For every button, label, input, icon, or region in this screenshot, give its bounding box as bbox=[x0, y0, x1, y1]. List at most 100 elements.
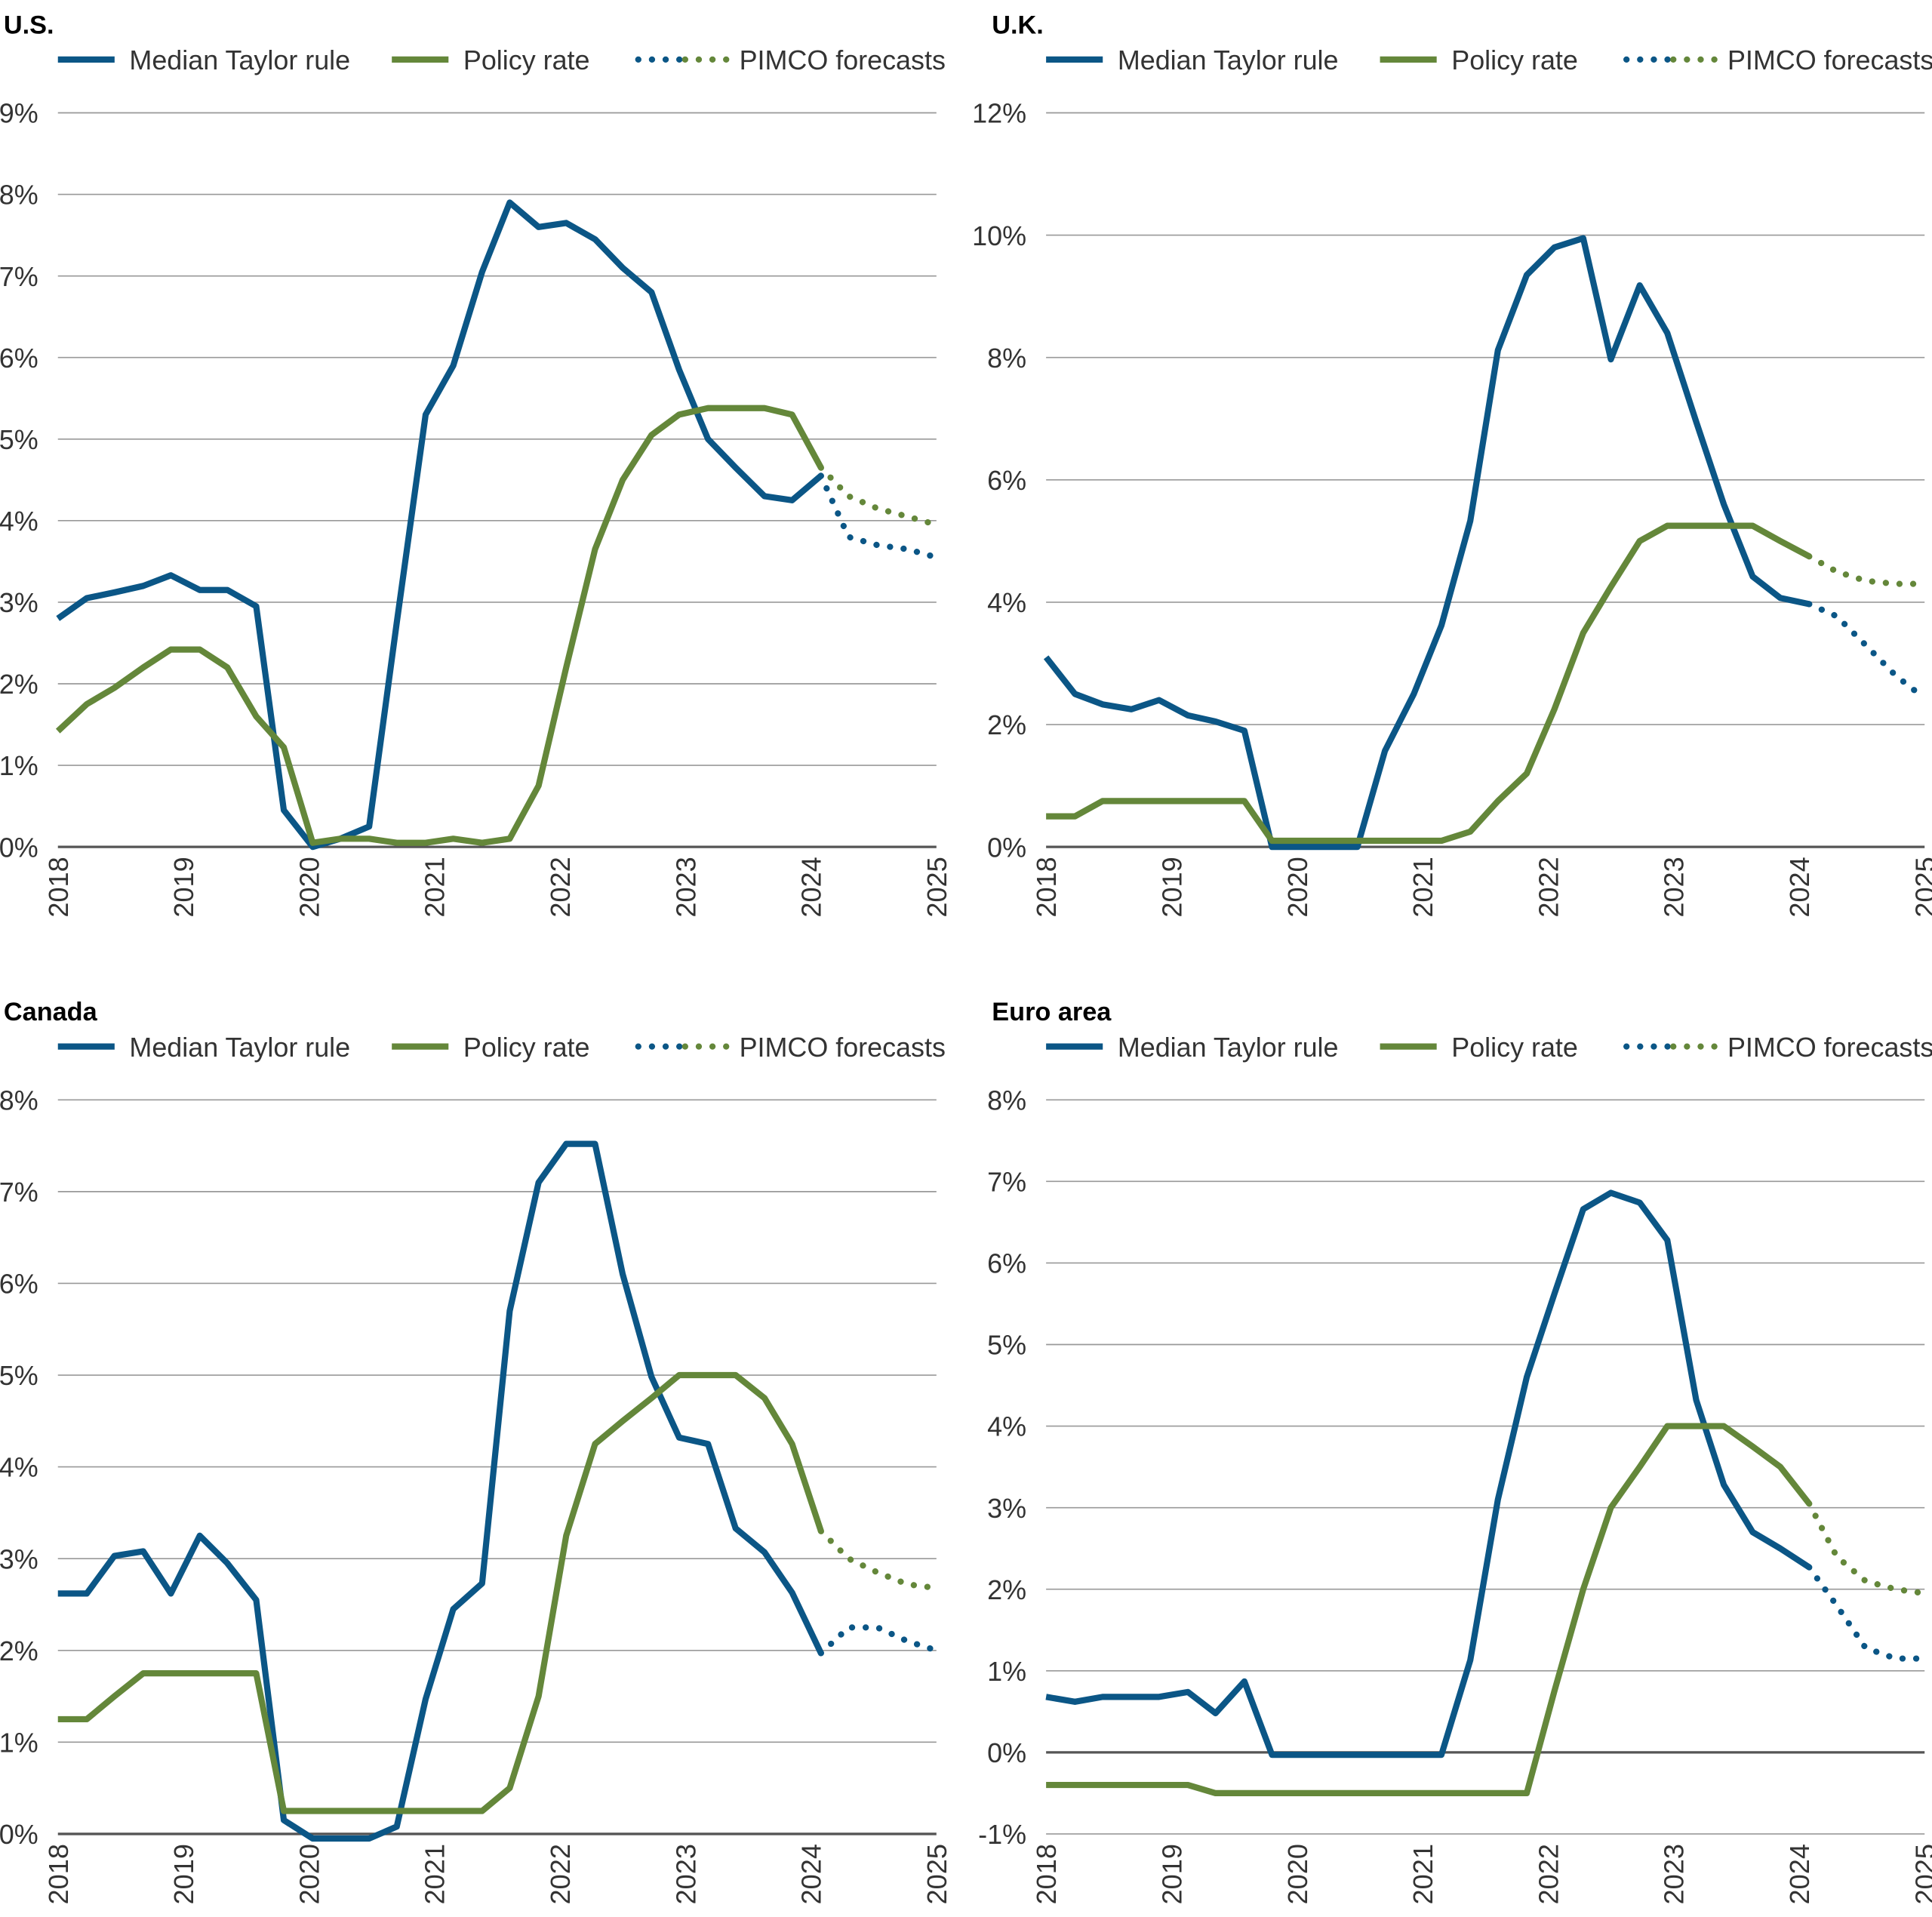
y-tick-label: 12% bbox=[972, 98, 1026, 129]
x-tick-label: 2018 bbox=[1031, 1844, 1062, 1904]
x-tick-label: 2020 bbox=[1282, 1844, 1313, 1904]
y-tick-label: -1% bbox=[978, 1819, 1026, 1850]
x-tick-label: 2023 bbox=[670, 857, 701, 917]
y-tick-label: 7% bbox=[0, 1177, 38, 1208]
x-tick-label: 2019 bbox=[168, 857, 199, 917]
series-line bbox=[1046, 1423, 1812, 1796]
y-tick-label: 1% bbox=[0, 1727, 38, 1758]
x-tick-label: 2024 bbox=[796, 1844, 827, 1904]
x-tick-label: 2019 bbox=[168, 1844, 199, 1904]
x-tick-label: 2018 bbox=[43, 857, 74, 917]
y-tick-label: 4% bbox=[987, 587, 1026, 618]
x-tick-label: 2022 bbox=[1533, 857, 1564, 917]
x-tick-label: 2022 bbox=[545, 857, 576, 917]
y-tick-label: 6% bbox=[0, 343, 38, 374]
x-tick-label: 2023 bbox=[1659, 857, 1690, 917]
y-tick-label: 1% bbox=[987, 1656, 1026, 1687]
x-tick-label: 2020 bbox=[1282, 857, 1313, 917]
y-tick-label: 0% bbox=[987, 1737, 1026, 1768]
forecast-line bbox=[1806, 601, 1928, 702]
chart-title: U.K. bbox=[992, 11, 1044, 39]
x-tick-label: 2023 bbox=[1659, 1844, 1690, 1904]
x-tick-label: 2021 bbox=[420, 1844, 451, 1904]
x-tick-label: 2018 bbox=[43, 1844, 74, 1904]
forecast-line bbox=[817, 464, 940, 528]
x-tick-label: 2020 bbox=[294, 857, 325, 917]
series-line bbox=[57, 1140, 824, 1842]
y-tick-label: 2% bbox=[987, 709, 1026, 740]
y-tick-label: 4% bbox=[0, 1452, 38, 1483]
x-tick-label: 2022 bbox=[545, 1844, 576, 1904]
legend-label: Policy rate bbox=[463, 45, 590, 75]
x-tick-label: 2019 bbox=[1157, 1844, 1188, 1904]
legend-label: Median Taylor rule bbox=[1118, 1032, 1339, 1063]
x-tick-label: 2025 bbox=[1909, 857, 1932, 917]
forecast-line bbox=[1806, 1500, 1928, 1597]
legend-label: PIMCO forecasts bbox=[740, 1032, 946, 1063]
x-tick-label: 2024 bbox=[1784, 1844, 1815, 1904]
x-tick-label: 2019 bbox=[1157, 857, 1188, 917]
y-tick-label: 5% bbox=[0, 1360, 38, 1391]
y-tick-label: 7% bbox=[0, 261, 38, 292]
panel: U.S. Median Taylor rule Policy rate PIMCO f… bbox=[0, 11, 952, 917]
legend-label: Median Taylor rule bbox=[129, 45, 350, 75]
y-tick-label: 0% bbox=[0, 832, 38, 863]
y-tick-label: 7% bbox=[987, 1166, 1026, 1197]
legend-label: PIMCO forecasts bbox=[1727, 45, 1932, 75]
series-line bbox=[55, 405, 824, 846]
y-tick-label: 8% bbox=[0, 1085, 38, 1115]
y-tick-label: 2% bbox=[0, 669, 38, 700]
forecast-line bbox=[1806, 553, 1928, 587]
chart-title: Euro area bbox=[992, 998, 1112, 1026]
x-tick-label: 2025 bbox=[1909, 1844, 1932, 1904]
y-tick-label: 4% bbox=[0, 506, 38, 537]
x-tick-label: 2021 bbox=[420, 857, 451, 917]
chart-title: U.S. bbox=[4, 11, 54, 39]
y-tick-label: 8% bbox=[0, 180, 38, 211]
legend-label: Policy rate bbox=[1451, 1032, 1578, 1063]
x-tick-label: 2025 bbox=[921, 1844, 952, 1904]
legend-label: Median Taylor rule bbox=[129, 1032, 350, 1063]
series-line bbox=[1046, 522, 1811, 845]
x-tick-label: 2023 bbox=[670, 1844, 701, 1904]
x-tick-label: 2024 bbox=[1784, 857, 1815, 917]
y-tick-label: 4% bbox=[987, 1411, 1026, 1442]
chart-title: Canada bbox=[4, 998, 98, 1026]
forecast-line bbox=[1806, 1564, 1928, 1662]
x-tick-label: 2022 bbox=[1533, 1844, 1564, 1904]
x-tick-label: 2021 bbox=[1407, 1844, 1438, 1904]
y-tick-label: 6% bbox=[0, 1268, 38, 1299]
series-line bbox=[56, 199, 823, 851]
forecast-line bbox=[817, 1624, 940, 1657]
legend-label: Policy rate bbox=[463, 1032, 590, 1063]
panel: U.K. Median Taylor rule Policy rate PIMCO f… bbox=[972, 11, 1932, 917]
y-tick-label: 5% bbox=[0, 424, 38, 455]
series-line bbox=[1043, 235, 1810, 851]
legend-label: PIMCO forecasts bbox=[740, 45, 946, 75]
y-tick-label: 8% bbox=[987, 1085, 1026, 1115]
x-tick-label: 2018 bbox=[1031, 857, 1062, 917]
y-tick-label: 9% bbox=[0, 98, 38, 129]
x-tick-label: 2024 bbox=[796, 857, 827, 917]
legend-label: Policy rate bbox=[1451, 45, 1578, 75]
series-line bbox=[1045, 1189, 1811, 1759]
forecast-line bbox=[817, 472, 940, 561]
y-tick-label: 2% bbox=[0, 1635, 38, 1666]
y-tick-label: 5% bbox=[987, 1330, 1026, 1361]
y-tick-label: 10% bbox=[972, 220, 1026, 251]
panel: Canada Median Taylor rule Policy rate PIMCO… bbox=[0, 998, 952, 1904]
y-tick-label: 2% bbox=[987, 1574, 1026, 1605]
y-tick-label: 8% bbox=[987, 343, 1026, 374]
y-tick-label: 6% bbox=[987, 465, 1026, 496]
y-tick-label: 3% bbox=[987, 1493, 1026, 1524]
x-tick-label: 2021 bbox=[1407, 857, 1438, 917]
y-tick-label: 3% bbox=[0, 1543, 38, 1574]
y-tick-label: 1% bbox=[0, 750, 38, 781]
y-tick-label: 0% bbox=[987, 832, 1026, 863]
x-tick-label: 2025 bbox=[921, 857, 952, 917]
y-tick-label: 6% bbox=[987, 1248, 1026, 1279]
legend-label: PIMCO forecasts bbox=[1727, 1032, 1932, 1063]
y-tick-label: 0% bbox=[0, 1819, 38, 1850]
